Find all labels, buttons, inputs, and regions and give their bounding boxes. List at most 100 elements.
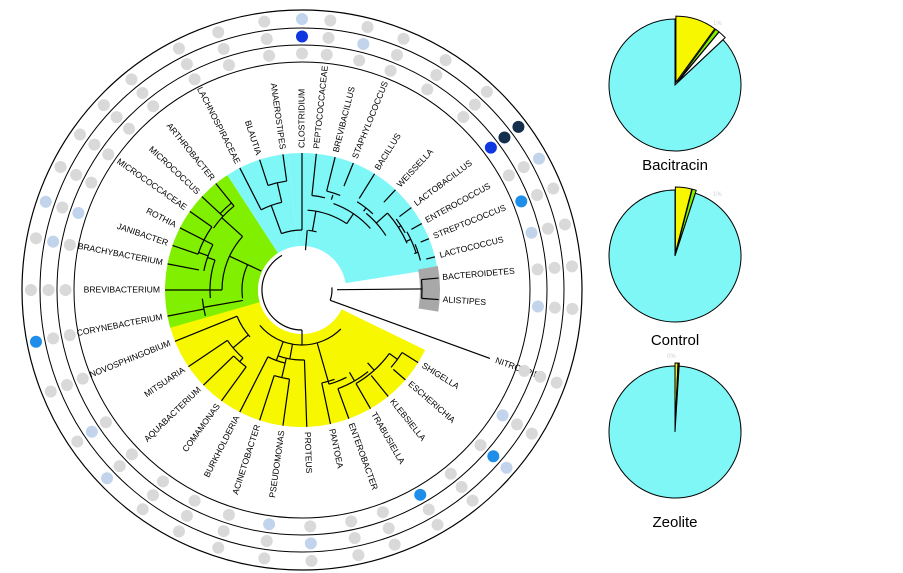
outer-ring-dot-alistipes (566, 302, 579, 315)
outer-ring-dot-pantoea (352, 549, 365, 562)
taxon-label-acinetobacter: ACINETOBACTER (230, 423, 262, 495)
inner-ring-dot-bacteroidetes (531, 263, 544, 276)
middle-ring-dot-aquabacterium (113, 460, 126, 473)
inner-ring-dot-enterococcus (502, 169, 515, 182)
middle-ring-dot-brevibacillus (357, 38, 370, 51)
inner-ring-dot-novosphingobium (76, 372, 89, 385)
branch-41 (356, 201, 374, 215)
branch-98 (207, 256, 216, 261)
taxon-label-blautia: BLAUTIA (243, 119, 264, 156)
taxon-label-alistipes: ALISTIPES (442, 294, 486, 307)
middle-ring-dot-pseudomonas (260, 535, 273, 548)
branch-40 (326, 190, 341, 196)
branch-55 (346, 213, 354, 225)
branch-24 (203, 355, 235, 386)
middle-ring-dot-bacteroidetes (548, 261, 561, 274)
branch-13 (401, 352, 419, 364)
branch-72 (233, 355, 247, 368)
outer-ring-dot-aquabacterium (101, 472, 114, 485)
taxon-label-pseudomonas: PSEUDOMONAS (267, 430, 286, 499)
middle-ring-dot-brevibacterium (42, 284, 55, 296)
branch-52 (398, 225, 402, 228)
inner-ring-dot-escherichia (474, 439, 487, 452)
middle-ring-dot-comamonas (146, 489, 159, 502)
inner-ring-dot-blautia (222, 59, 235, 72)
branch-62 (304, 230, 308, 251)
outer-ring-dot-staphylococcus (397, 32, 410, 45)
branch-88 (197, 226, 213, 255)
branch-90 (219, 202, 232, 215)
middle-ring-dot-staphylococcus (390, 48, 403, 61)
branch-83 (239, 357, 244, 363)
middle-ring-dot-burkholderia (180, 509, 193, 522)
taxon-label-brachybacterium: BRACHYBACTERIUM (77, 241, 164, 267)
branch-32 (189, 210, 213, 228)
branch-65 (390, 352, 403, 368)
branch-45 (387, 212, 408, 244)
taxon-label-lactococcus: LACTOCOCCUS (438, 234, 504, 260)
pie-pct-label-bacitracin: 1% (713, 21, 722, 27)
branch-51 (363, 207, 367, 212)
inner-ring-dot-micrococcaceae (102, 148, 115, 161)
middle-ring-dot-proteus (304, 537, 317, 550)
branch-61 (281, 229, 303, 235)
branch-5 (383, 189, 396, 203)
inner-ring-dot-streptococcus (515, 195, 528, 208)
pie-slice-bacitracin-other (676, 31, 726, 84)
branch-99 (203, 299, 244, 308)
bacteroidetes-sector (418, 266, 441, 312)
branch-25 (188, 339, 228, 368)
branch-29 (167, 263, 200, 271)
middle-ring-dot-arthrobacter (136, 86, 149, 99)
branch-73 (226, 339, 244, 359)
taxon-label-corynebacterium: CORYNEBACTERIUM (76, 311, 164, 337)
branch-96 (219, 213, 224, 217)
branch-2 (326, 156, 336, 192)
middle-ring-dot-enterococcus (517, 161, 530, 174)
inner-ring-dot-arthrobacter (147, 100, 160, 113)
branch-7 (411, 223, 423, 230)
outer-ring-dot-burkholderia (172, 525, 185, 538)
branch-67 (337, 371, 369, 390)
branch-64 (336, 288, 423, 291)
outer-ring-dot-nitrospira (550, 376, 563, 389)
branch-78 (367, 362, 375, 371)
pie-title-control: Control (651, 332, 699, 349)
inner-ring-dot-pseudomonas (263, 518, 276, 531)
abundance-dots (25, 13, 579, 567)
branch-49 (311, 211, 317, 232)
outer-ring-dot-klebsiella (466, 494, 479, 507)
branch-100 (229, 255, 262, 272)
branch-20 (282, 379, 291, 426)
branch-27 (167, 308, 204, 317)
taxon-label-proteus: PROTEUS (303, 432, 314, 474)
outer-ring-dot-proteus (305, 554, 318, 567)
taxon-label-brevibacillus: BREVIBACILLUS (331, 85, 357, 153)
branch-39 (311, 194, 326, 199)
outer-ring-dot-pseudomonas (258, 552, 271, 565)
middle-ring-dot-enterobacter (382, 522, 395, 535)
taxon-label-bacteroidetes: BACTEROIDETES (442, 266, 515, 282)
taxon-label-weissella: WEISSELLA (395, 146, 436, 189)
outer-ring-dot-lachnospiraceae (172, 42, 185, 55)
branch-79 (348, 371, 356, 382)
inner-ring-dot-brevibacillus (353, 54, 366, 67)
branch-58 (260, 201, 282, 211)
taxon-label-anaerostipes: ANAEROSTIPES (269, 82, 288, 150)
inner-ring-dot-enterobacter (376, 506, 389, 519)
pie-pct-label-control: 1% (713, 192, 722, 198)
branch-91 (209, 259, 216, 299)
taxon-label-lachnospiraceae: LACHNOSPIRACEAE (195, 85, 243, 166)
branch-102 (329, 287, 333, 301)
outer-ring-dot-enterococcus (533, 152, 546, 165)
inner-ring-dot-lactococcus (525, 226, 538, 239)
taxon-label-rothia: ROTHIA (145, 206, 179, 230)
middle-ring-dot-rothia (70, 168, 83, 181)
middle-ring-dot-weissella (468, 98, 481, 111)
outer-ring-dot-micrococcaceae (74, 128, 87, 141)
inner-ring-dot-staphylococcus (384, 64, 397, 77)
branch-1 (311, 153, 317, 196)
branch-101 (261, 254, 303, 331)
middle-ring-dot-acinetobacter (217, 525, 230, 538)
